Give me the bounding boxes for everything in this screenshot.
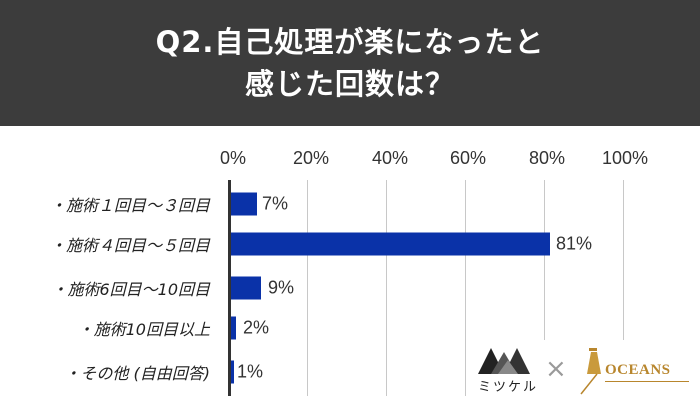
- oceans-figure-icon: [580, 348, 601, 395]
- category-label: ・施術10回目以上: [77, 320, 210, 339]
- x-tick-80: 80%: [528, 148, 566, 168]
- x-tick-0: 0%: [219, 148, 247, 168]
- category-label: ・その他 (自由回答): [64, 364, 210, 383]
- bar-chart: 0% 20% 40% 60% 80% 100% ・施術１回目〜３回目 ・施術４回…: [0, 126, 700, 420]
- y-axis-line: [228, 180, 231, 396]
- title-banner: Q2.自己処理が楽になったと 感じた回数は？: [0, 0, 700, 126]
- oceans-underline: [605, 381, 689, 382]
- x-tick-20: 20%: [292, 148, 330, 168]
- bar: [231, 276, 261, 300]
- category-label: ・施術１回目〜３回目: [49, 196, 210, 215]
- gridline-60: [465, 180, 466, 396]
- bar: [231, 192, 257, 216]
- category-label: ・施術４回目〜５回目: [49, 236, 210, 255]
- logo-area: ミツケル × OCEANS: [470, 340, 700, 400]
- value-label: 7%: [262, 193, 289, 214]
- mitsukeru-logo: ミツケル: [478, 346, 538, 400]
- value-label: 81%: [556, 233, 593, 254]
- gridline-100: [623, 180, 624, 396]
- x-tick-100: 100%: [601, 148, 649, 168]
- bar: [231, 232, 550, 256]
- bar: [231, 360, 234, 384]
- oceans-text: OCEANS: [605, 362, 671, 378]
- title-line-2: 感じた回数は？: [244, 67, 455, 101]
- bar: [231, 316, 236, 340]
- x-tick-40: 40%: [371, 148, 409, 168]
- oceans-logo: OCEANS: [575, 344, 695, 398]
- gridline-40: [386, 180, 387, 396]
- mitsukeru-mountain-icon: [478, 348, 530, 374]
- x-tick-60: 60%: [449, 148, 487, 168]
- value-label: 9%: [268, 277, 295, 298]
- title-line-1: Q2.自己処理が楽になったと: [155, 25, 545, 59]
- collab-separator: ×: [545, 354, 567, 384]
- gridline-80: [544, 180, 545, 396]
- gridline-20: [307, 180, 308, 396]
- value-label: 1%: [237, 361, 264, 382]
- category-label: ・施術6回目〜10回目: [51, 280, 210, 299]
- value-label: 2%: [243, 317, 270, 338]
- mitsukeru-text: ミツケル: [478, 380, 539, 395]
